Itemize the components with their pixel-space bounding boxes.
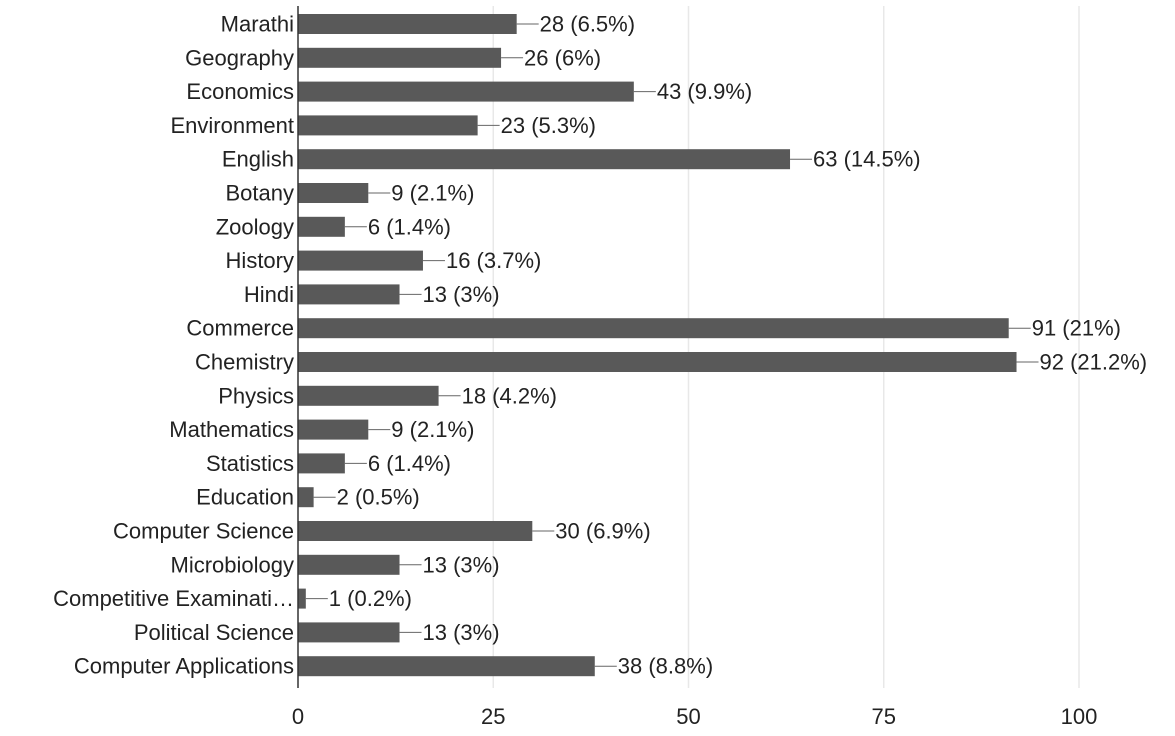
data-label: 13 (3%) <box>423 552 500 577</box>
data-label: 16 (3.7%) <box>446 248 541 273</box>
bar <box>298 216 345 237</box>
bar <box>298 183 369 203</box>
bar <box>298 521 533 541</box>
bar <box>298 115 478 136</box>
bar <box>298 554 400 575</box>
data-label: 30 (6.9%) <box>555 519 650 544</box>
bar <box>298 385 439 406</box>
y-category-label: Zoology <box>216 214 294 239</box>
bar <box>298 47 502 68</box>
data-label: 26 (6%) <box>524 45 601 70</box>
data-label: 91 (21%) <box>1032 316 1121 341</box>
y-category-label: Commerce <box>186 316 294 341</box>
data-label: 18 (4.2%) <box>462 383 557 408</box>
data-label: 28 (6.5%) <box>540 12 635 37</box>
bar <box>298 284 400 305</box>
y-category-label: Botany <box>226 181 295 206</box>
bar <box>298 419 369 440</box>
bars <box>298 14 1017 677</box>
data-label: 63 (14.5%) <box>813 147 921 172</box>
x-tick-label: 50 <box>676 704 700 729</box>
bar <box>298 487 314 508</box>
bar <box>298 588 306 609</box>
bar <box>298 81 634 102</box>
data-label: 13 (3%) <box>423 282 500 307</box>
data-label: 92 (21.2%) <box>1040 350 1148 375</box>
y-category-label: Mathematics <box>169 417 294 442</box>
bar <box>298 250 423 271</box>
x-tick-label: 25 <box>481 704 505 729</box>
y-category-label: Geography <box>185 45 294 70</box>
y-category-label: Computer Science <box>113 519 294 544</box>
y-category-label: Economics <box>186 79 294 104</box>
y-category-label: English <box>222 147 294 172</box>
data-label: 43 (9.9%) <box>657 79 752 104</box>
bar <box>298 149 791 170</box>
data-label: 23 (5.3%) <box>501 113 596 138</box>
bar <box>298 622 400 643</box>
x-tick-label: 100 <box>1061 704 1098 729</box>
bar <box>298 318 1009 339</box>
y-category-label: Statistics <box>206 451 294 476</box>
data-label: 2 (0.5%) <box>337 485 420 510</box>
data-label: 1 (0.2%) <box>329 586 412 611</box>
bar <box>298 352 1017 372</box>
x-tick-label: 75 <box>872 704 896 729</box>
y-category-label: Microbiology <box>171 552 295 577</box>
y-category-label: Education <box>196 485 294 510</box>
data-label: 13 (3%) <box>423 620 500 645</box>
data-label: 6 (1.4%) <box>368 451 451 476</box>
data-label: 38 (8.8%) <box>618 654 713 679</box>
x-tick-label: 0 <box>292 704 304 729</box>
data-label: 9 (2.1%) <box>391 181 474 206</box>
data-label: 9 (2.1%) <box>391 417 474 442</box>
gridlines <box>492 6 1080 688</box>
y-category-label: Political Science <box>134 620 294 645</box>
y-category-label: Competitive Examinati… <box>53 586 294 611</box>
bar <box>298 14 517 34</box>
y-category-label: Chemistry <box>195 350 294 375</box>
y-category-label: Physics <box>218 383 294 408</box>
data-label: 6 (1.4%) <box>368 214 451 239</box>
y-category-label: Computer Applications <box>74 654 294 679</box>
y-category-label: Environment <box>170 113 294 138</box>
bar <box>298 656 595 677</box>
y-category-label: Marathi <box>221 12 294 37</box>
bar <box>298 453 345 474</box>
y-category-label: History <box>226 248 294 273</box>
labels: 0 25 50 75 100 Marathi 28 (6.5%) Geography 26 (6… <box>53 12 1147 730</box>
y-category-label: Hindi <box>244 282 294 307</box>
